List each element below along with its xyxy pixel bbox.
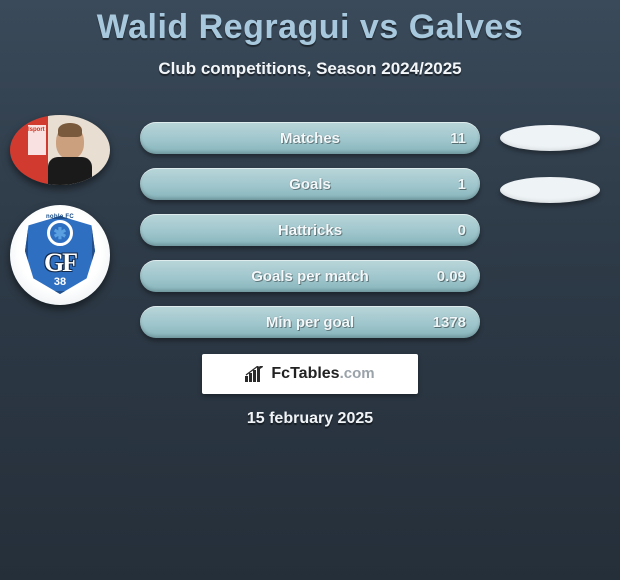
crest-main-text: GF: [25, 248, 95, 278]
avatar-torso-shape: [48, 157, 92, 185]
stat-row: Min per goal 1378: [140, 306, 480, 338]
player-a-name: Walid Regragui: [97, 8, 350, 46]
crest-sub-text: 38: [25, 276, 95, 288]
brand-suffix: .com: [340, 365, 375, 382]
date-line: 15 february 2025: [0, 410, 620, 428]
right-comparison-ovals: [500, 125, 600, 229]
brand-text: FcTables.com: [271, 365, 374, 383]
brand-box: FcTables.com: [202, 354, 418, 394]
subtitle: Club competitions, Season 2024/2025: [0, 59, 620, 79]
comparison-title: Walid Regragui vs Galves: [0, 0, 620, 47]
snowflake-icon: ✱: [53, 224, 66, 244]
comparison-oval: [500, 125, 600, 151]
comparison-oval: [500, 177, 600, 203]
stat-label: Min per goal: [140, 314, 480, 331]
avatar-bg-text: lsport: [28, 127, 45, 133]
stats-rows: Matches 11 Goals 1 Hattricks 0 Goals per…: [140, 122, 480, 352]
avatars-column: lsport noble FC ✱ GF 38: [10, 115, 120, 325]
bar-chart-icon: [245, 366, 265, 382]
brand-name: FcTables: [271, 365, 339, 383]
stat-row: Hattricks 0: [140, 214, 480, 246]
stat-label: Goals per match: [140, 268, 480, 285]
stat-row: Goals per match 0.09: [140, 260, 480, 292]
avatar-head-shape: [56, 125, 84, 159]
stat-label: Matches: [140, 130, 480, 147]
crest: noble FC ✱ GF 38: [25, 216, 95, 294]
stat-label: Goals: [140, 176, 480, 193]
player-b-crest: noble FC ✱ GF 38: [10, 205, 110, 305]
stat-row: Matches 11: [140, 122, 480, 154]
stat-label: Hattricks: [140, 222, 480, 239]
vs-separator: vs: [360, 8, 399, 46]
stat-row: Goals 1: [140, 168, 480, 200]
player-b-name: Galves: [409, 8, 524, 46]
player-a-avatar: lsport: [10, 115, 110, 185]
